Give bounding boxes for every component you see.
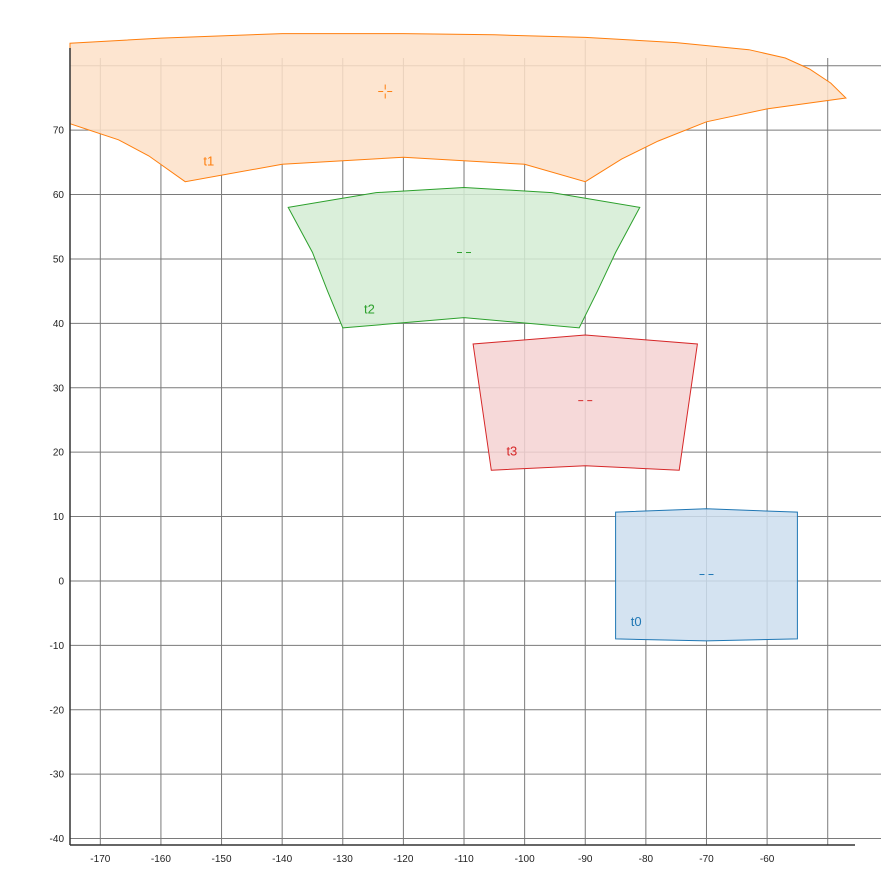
- tick-labels: -170 -160 -150 -140 -130 -120 -110 -100 -90 -80 -7…: [50, 126, 775, 865]
- y-tick-label: 10: [53, 512, 65, 523]
- region-t0: [615, 508, 798, 642]
- x-tick-label: -120: [393, 854, 413, 865]
- region-t2: [287, 186, 641, 329]
- y-tick-label: 60: [53, 190, 65, 201]
- y-tick-label: 50: [53, 254, 65, 265]
- region-t1: [69, 33, 847, 183]
- region-label-t0: t0: [631, 614, 642, 629]
- y-tick-label: 30: [53, 383, 65, 394]
- y-tick-label: -40: [50, 834, 65, 845]
- axes: [69, 48, 855, 846]
- y-tick-label: -20: [50, 705, 65, 716]
- region-label-t2: t2: [364, 302, 375, 317]
- x-tick-label: -110: [454, 854, 474, 865]
- y-tick-label: -30: [50, 770, 65, 781]
- y-tick-label: 20: [53, 448, 65, 459]
- region-label-t3: t3: [506, 443, 517, 458]
- x-tick-label: -60: [760, 854, 775, 865]
- x-tick-label: -130: [333, 854, 353, 865]
- x-tick-label: -150: [212, 854, 232, 865]
- x-tick-label: -100: [515, 854, 535, 865]
- x-tick-label: -140: [272, 854, 292, 865]
- regions: t0 t1 t2 t3: [69, 33, 847, 642]
- x-tick-label: -80: [639, 854, 654, 865]
- x-tick-label: -90: [578, 854, 593, 865]
- y-tick-label: 40: [53, 319, 65, 330]
- y-tick-label: -10: [50, 641, 65, 652]
- x-tick-label: -160: [151, 854, 171, 865]
- y-tick-label: 70: [53, 126, 65, 137]
- region-t3: [472, 334, 698, 471]
- x-tick-label: -170: [90, 854, 110, 865]
- x-tick-label: -70: [699, 854, 714, 865]
- region-label-t1: t1: [203, 154, 214, 169]
- y-tick-label: 0: [58, 576, 64, 587]
